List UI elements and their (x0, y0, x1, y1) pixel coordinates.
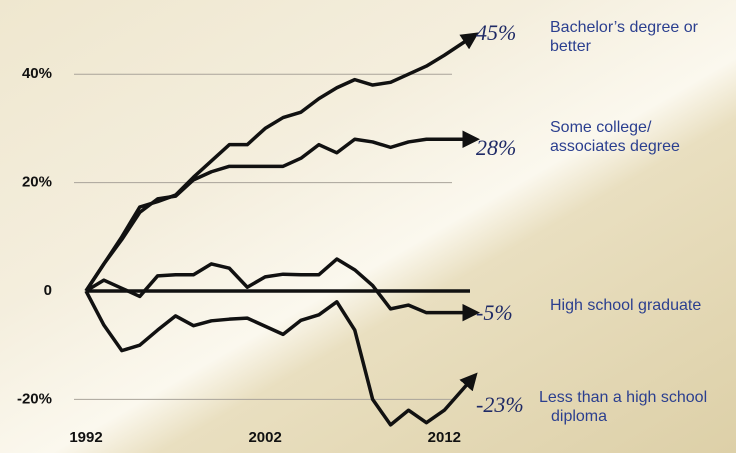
x-tick-label: 2002 (248, 429, 281, 446)
series-label: Bachelor’s degree or better (550, 19, 698, 55)
series-line (84, 290, 478, 427)
end-label: 45% (476, 20, 517, 45)
series-line (84, 130, 480, 292)
end-label: -23% (476, 392, 524, 417)
y-tick-label: 20% (22, 174, 52, 191)
end-label: -5% (476, 300, 513, 325)
series-label: Some college/ associates degree (550, 119, 680, 155)
y-tick-label: 40% (22, 65, 52, 82)
series-label: Less than a high school diploma (539, 389, 708, 425)
end-label: 28% (476, 135, 517, 160)
x-tick-label: 1992 (69, 429, 102, 446)
y-tick-label: 0 (44, 282, 52, 299)
x-tick-label: 2012 (428, 429, 461, 446)
series-line (85, 257, 480, 322)
y-tick-label: -20% (17, 390, 52, 407)
series-label: High school graduate (550, 297, 702, 314)
